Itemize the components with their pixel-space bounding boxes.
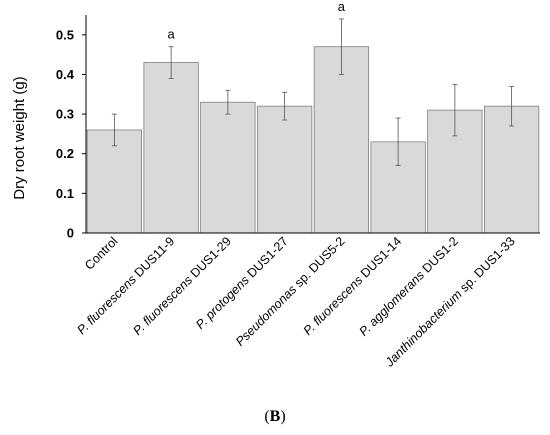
plot-area: 0 0.1 0.2 0.3 0.4 0.5 Control a P. fluorescens D…: [56, 0, 540, 370]
bar: [200, 101, 256, 234]
y-tick-label: 0.2: [56, 146, 74, 161]
y-tick-label: 0.5: [56, 27, 74, 42]
y-tick-label: 0: [67, 226, 74, 241]
y-tick-label: 0.3: [56, 107, 74, 122]
x-tick-label: Pseudomonas sp. DUS5-2: [233, 234, 348, 349]
panel-label: (B): [264, 408, 285, 425]
x-tick-label: P. fluorescens DUS1-29: [130, 234, 234, 338]
y-tick-label: 0.4: [56, 67, 75, 82]
bar: [483, 105, 540, 234]
x-tick-label: P. protogens DUS1-27: [193, 234, 291, 332]
significance-label: a: [168, 27, 176, 42]
x-tick-label: P. agglomerans DUS1-2: [356, 234, 461, 339]
x-tick-label: P. fluorescens DUS1-14: [301, 234, 405, 338]
y-tick-label: 0.1: [56, 186, 74, 201]
x-tick-label: P. fluorescens DUS11-9: [74, 234, 177, 337]
y-axis-label: Dry root weight (g): [11, 76, 28, 199]
x-tick-label: Control: [82, 234, 120, 272]
bar: [143, 62, 199, 234]
bar: [256, 105, 313, 234]
significance-label: a: [338, 0, 346, 14]
bar: [313, 46, 370, 234]
